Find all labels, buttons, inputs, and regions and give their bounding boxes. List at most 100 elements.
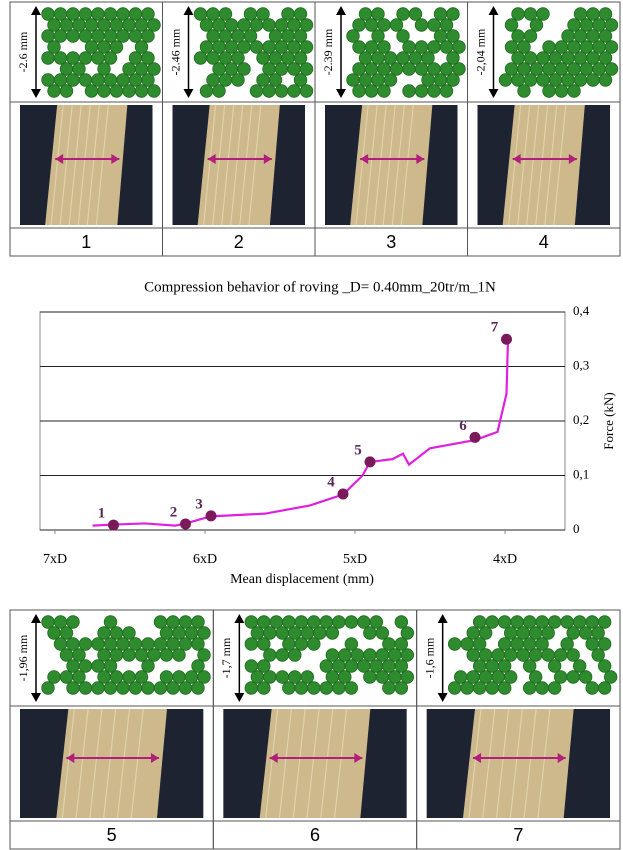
fibre [523,73,538,87]
fibre [218,7,233,21]
streak [230,104,244,226]
fibre [66,681,80,695]
fibre [344,681,359,695]
fibre [178,681,193,695]
fibre [541,626,555,640]
fibre [281,51,295,65]
fibre [523,29,538,43]
fibre [554,84,569,98]
stage-point [469,431,481,443]
fibre [491,670,505,684]
fibre [91,51,105,65]
fibre [59,84,74,98]
fibre [548,73,563,87]
fibre [472,659,487,673]
streak [382,104,396,226]
fibre [282,681,296,695]
size-label: -1,7 mm [219,637,233,678]
fibre [517,40,531,54]
fibre [529,18,544,32]
panel-number: 6 [310,825,320,845]
streak [95,104,109,226]
fibre [382,681,396,695]
fibre [535,615,549,629]
fibre [206,51,220,65]
streak [526,104,540,226]
streak [86,104,100,226]
arrow-head [360,154,425,164]
streak [495,708,510,819]
fibre [325,670,340,684]
streak [468,708,482,819]
fibre [116,29,130,43]
fibre [84,18,99,32]
fibre [299,84,314,98]
fibre [453,670,468,684]
stage-point [180,518,191,530]
fibre [522,659,537,673]
fibre [394,615,409,629]
fibre [497,637,512,651]
fibre [371,29,385,43]
fibre [237,18,251,32]
fibre [307,637,321,651]
streak [482,708,496,819]
fibre [128,29,143,43]
streak [535,104,549,226]
fibre [224,18,239,32]
fibre [522,615,537,629]
fibre [300,626,315,640]
x-tick-label: 5xD [343,552,367,567]
fibre [452,40,466,54]
fibre [293,29,308,43]
fibre [504,18,519,32]
fibre [153,681,168,695]
fibre [344,615,359,629]
fibre [47,626,61,640]
fibre [91,73,105,87]
roving [45,105,128,225]
stage-label: 2 [170,504,178,520]
fibre [446,51,460,65]
fibre [346,29,360,43]
fibre [59,626,74,640]
fibre [388,670,402,684]
fibre [375,626,390,640]
fibre [573,51,588,65]
fibre [274,84,289,98]
fibre [427,18,441,32]
fibre [41,615,55,629]
fibre [439,84,454,98]
fibre [460,637,474,651]
force-curve [92,339,510,527]
fibre [585,637,599,651]
fibre [364,40,379,54]
fibre [542,62,556,76]
fibre [166,637,180,651]
fibre [197,670,211,684]
fibre [287,40,301,54]
fibre [128,51,143,65]
fibre [147,648,161,662]
fibre [504,62,519,76]
fibre [103,7,118,21]
fibre [299,40,314,54]
fibre [212,40,226,54]
fibre [485,615,499,629]
fibre [103,615,118,629]
fibre [153,637,168,651]
fibre [268,51,283,65]
fibre [262,40,276,54]
fibre [414,18,429,32]
streak [68,104,82,226]
fibre [53,29,68,43]
fibre [371,73,385,87]
fibre [274,62,289,76]
streak [116,708,131,819]
fibre [402,62,416,76]
streak [278,708,293,819]
fibre [377,40,391,54]
streak [265,708,279,819]
fibre [294,681,309,695]
fibre [66,73,80,87]
